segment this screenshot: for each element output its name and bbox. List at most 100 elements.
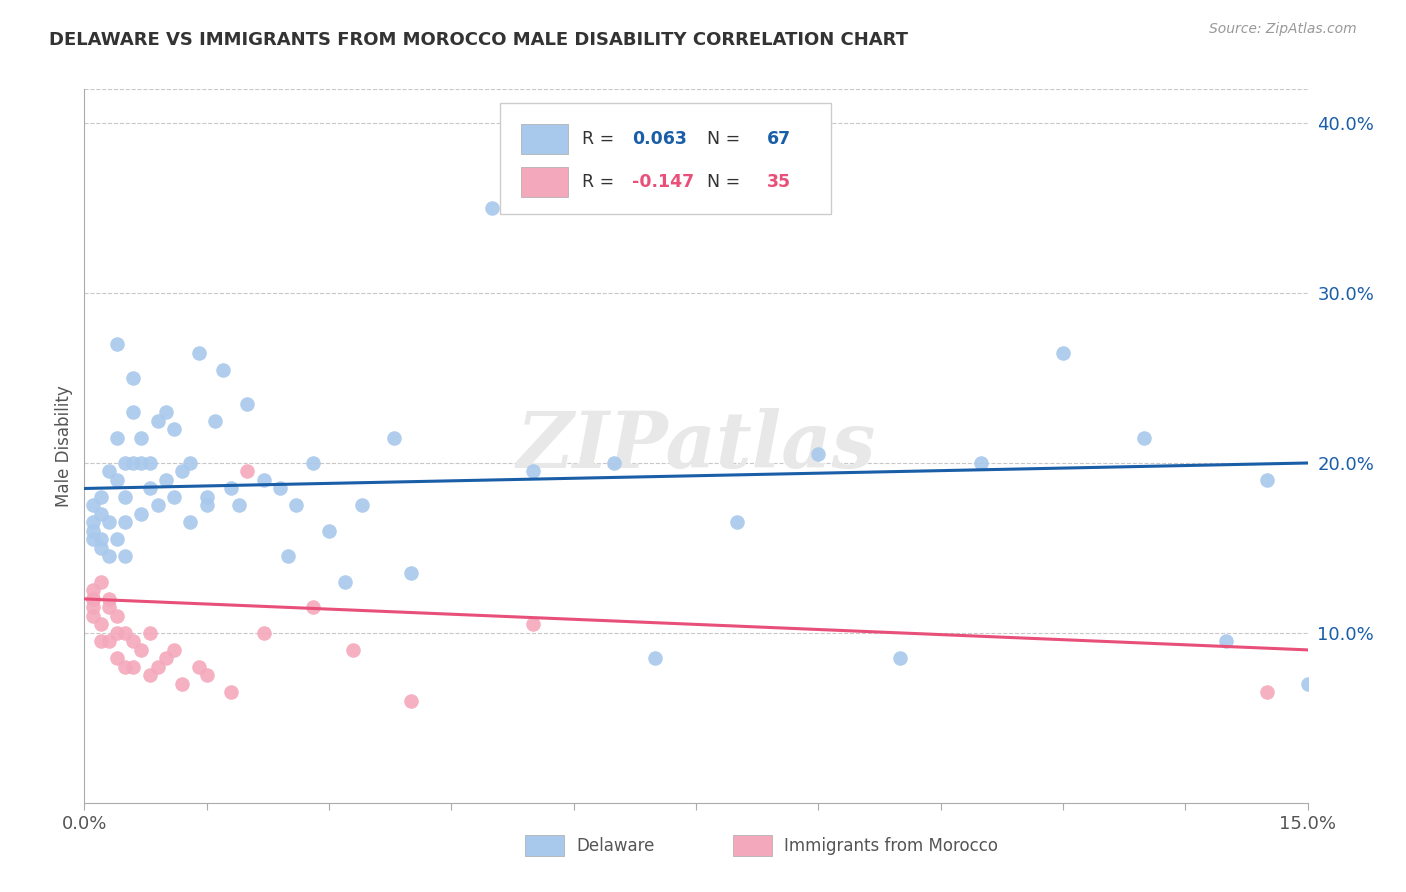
Text: Source: ZipAtlas.com: Source: ZipAtlas.com bbox=[1209, 22, 1357, 37]
Point bbox=[399, 566, 422, 581]
Point bbox=[155, 651, 177, 665]
Point bbox=[114, 516, 136, 530]
Text: -0.147: -0.147 bbox=[633, 173, 695, 191]
Point bbox=[725, 516, 748, 530]
Point bbox=[301, 456, 323, 470]
Point bbox=[522, 465, 544, 479]
Point bbox=[970, 456, 993, 470]
Point bbox=[399, 694, 422, 708]
Text: 67: 67 bbox=[766, 130, 792, 148]
Text: DELAWARE VS IMMIGRANTS FROM MOROCCO MALE DISABILITY CORRELATION CHART: DELAWARE VS IMMIGRANTS FROM MOROCCO MALE… bbox=[49, 31, 908, 49]
Point bbox=[481, 201, 503, 215]
Point bbox=[122, 371, 145, 385]
Point bbox=[82, 499, 104, 513]
Point bbox=[522, 617, 544, 632]
Point bbox=[163, 643, 186, 657]
Point bbox=[97, 516, 120, 530]
Point bbox=[219, 482, 242, 496]
Point bbox=[187, 345, 209, 359]
Point bbox=[603, 456, 626, 470]
Point bbox=[301, 600, 323, 615]
FancyBboxPatch shape bbox=[501, 103, 831, 214]
Point bbox=[1052, 345, 1074, 359]
Text: ZIPatlas: ZIPatlas bbox=[516, 408, 876, 484]
Point bbox=[114, 660, 136, 674]
Text: 35: 35 bbox=[766, 173, 792, 191]
Point bbox=[155, 473, 177, 487]
Point bbox=[889, 651, 911, 665]
Point bbox=[105, 608, 128, 623]
Point bbox=[97, 634, 120, 648]
Text: R =: R = bbox=[582, 173, 620, 191]
Point bbox=[195, 499, 218, 513]
Point bbox=[82, 516, 104, 530]
Point bbox=[277, 549, 299, 564]
Point bbox=[105, 626, 128, 640]
Point bbox=[1215, 634, 1237, 648]
Point bbox=[131, 643, 153, 657]
Text: Immigrants from Morocco: Immigrants from Morocco bbox=[785, 837, 998, 855]
Point bbox=[90, 634, 112, 648]
Text: R =: R = bbox=[582, 130, 620, 148]
Point bbox=[195, 490, 218, 504]
Point bbox=[131, 430, 153, 444]
Point bbox=[1256, 473, 1278, 487]
Point bbox=[382, 430, 405, 444]
Point bbox=[82, 591, 104, 606]
Point bbox=[122, 634, 145, 648]
Point bbox=[179, 456, 201, 470]
Point bbox=[179, 516, 201, 530]
Point bbox=[163, 422, 186, 436]
Point bbox=[90, 507, 112, 521]
Point bbox=[163, 490, 186, 504]
Point bbox=[236, 396, 259, 410]
Point bbox=[105, 473, 128, 487]
Point bbox=[807, 448, 830, 462]
Point bbox=[82, 524, 104, 538]
Point bbox=[285, 499, 308, 513]
Text: N =: N = bbox=[696, 130, 745, 148]
Point bbox=[131, 507, 153, 521]
FancyBboxPatch shape bbox=[733, 835, 772, 856]
Point bbox=[122, 660, 145, 674]
Point bbox=[105, 430, 128, 444]
Point bbox=[97, 591, 120, 606]
Point bbox=[195, 668, 218, 682]
Point bbox=[97, 549, 120, 564]
Point bbox=[172, 465, 194, 479]
Point bbox=[1256, 685, 1278, 699]
Y-axis label: Male Disability: Male Disability bbox=[55, 385, 73, 507]
Point bbox=[1133, 430, 1156, 444]
Point bbox=[114, 626, 136, 640]
FancyBboxPatch shape bbox=[522, 124, 568, 154]
Point bbox=[350, 499, 373, 513]
Point bbox=[1296, 677, 1319, 691]
Point bbox=[90, 533, 112, 547]
Point bbox=[342, 643, 364, 657]
Point bbox=[114, 490, 136, 504]
Point bbox=[90, 617, 112, 632]
Point bbox=[644, 651, 666, 665]
Point bbox=[155, 405, 177, 419]
Point bbox=[82, 591, 104, 606]
Point bbox=[82, 533, 104, 547]
Text: 0.063: 0.063 bbox=[633, 130, 688, 148]
Point bbox=[122, 405, 145, 419]
Point bbox=[204, 413, 226, 427]
Point bbox=[97, 600, 120, 615]
Point bbox=[97, 465, 120, 479]
Point bbox=[335, 574, 357, 589]
Point bbox=[131, 456, 153, 470]
Point bbox=[114, 549, 136, 564]
Point bbox=[82, 608, 104, 623]
Point bbox=[82, 583, 104, 598]
Point bbox=[138, 456, 160, 470]
Point bbox=[82, 600, 104, 615]
Point bbox=[138, 626, 160, 640]
Point bbox=[105, 533, 128, 547]
Point bbox=[146, 660, 169, 674]
Point bbox=[172, 677, 194, 691]
Point bbox=[138, 668, 160, 682]
Point bbox=[228, 499, 250, 513]
Text: N =: N = bbox=[696, 173, 745, 191]
